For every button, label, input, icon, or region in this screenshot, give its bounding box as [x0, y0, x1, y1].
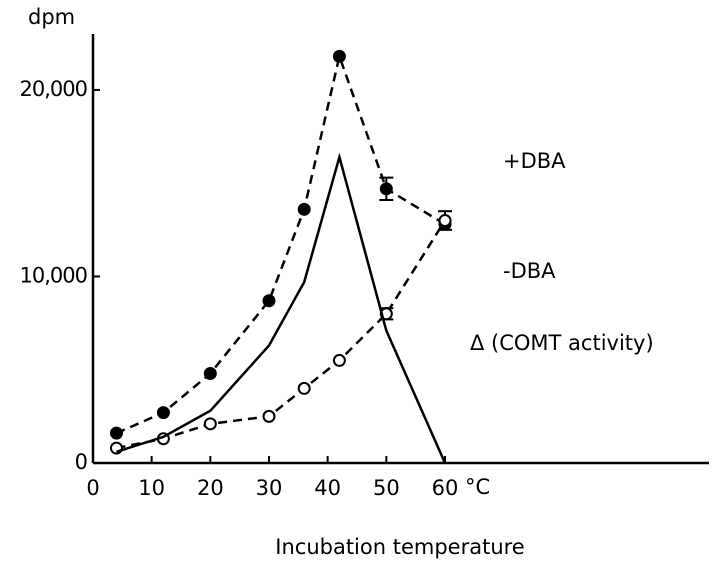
point: [109, 441, 123, 455]
point: [332, 49, 346, 63]
x-unit: °C: [465, 475, 490, 499]
y-tick-label: 10,000: [20, 263, 87, 287]
series-line: [116, 219, 447, 450]
point: [379, 182, 393, 196]
x-tick-label: 50: [373, 476, 400, 500]
point: [109, 426, 123, 440]
x-tick-label: 0: [86, 476, 99, 500]
y-axis-label: dpm: [28, 5, 75, 29]
series-label: -DBA: [503, 259, 556, 283]
x-tick-label: 30: [256, 476, 283, 500]
point: [438, 214, 452, 228]
series-line: [115, 51, 446, 435]
x-tick-label: 40: [314, 476, 341, 500]
point: [203, 417, 217, 431]
x-tick-label: 10: [138, 476, 165, 500]
x-axis-label: Incubation temperature: [275, 535, 524, 559]
x-tick-label: 20: [197, 476, 224, 500]
point: [297, 202, 311, 216]
series-label: Δ (COMT activity): [470, 331, 654, 355]
series-line: [116, 152, 447, 464]
point: [332, 353, 346, 367]
x-tick-label: 60: [432, 476, 459, 500]
y-tick-label: 0: [75, 450, 87, 474]
point: [262, 294, 276, 308]
y-tick-label: 20,000: [20, 77, 87, 101]
point: [156, 406, 170, 420]
point: [297, 381, 311, 395]
point: [203, 366, 217, 380]
point: [262, 409, 276, 423]
series-label: +DBA: [503, 149, 566, 173]
